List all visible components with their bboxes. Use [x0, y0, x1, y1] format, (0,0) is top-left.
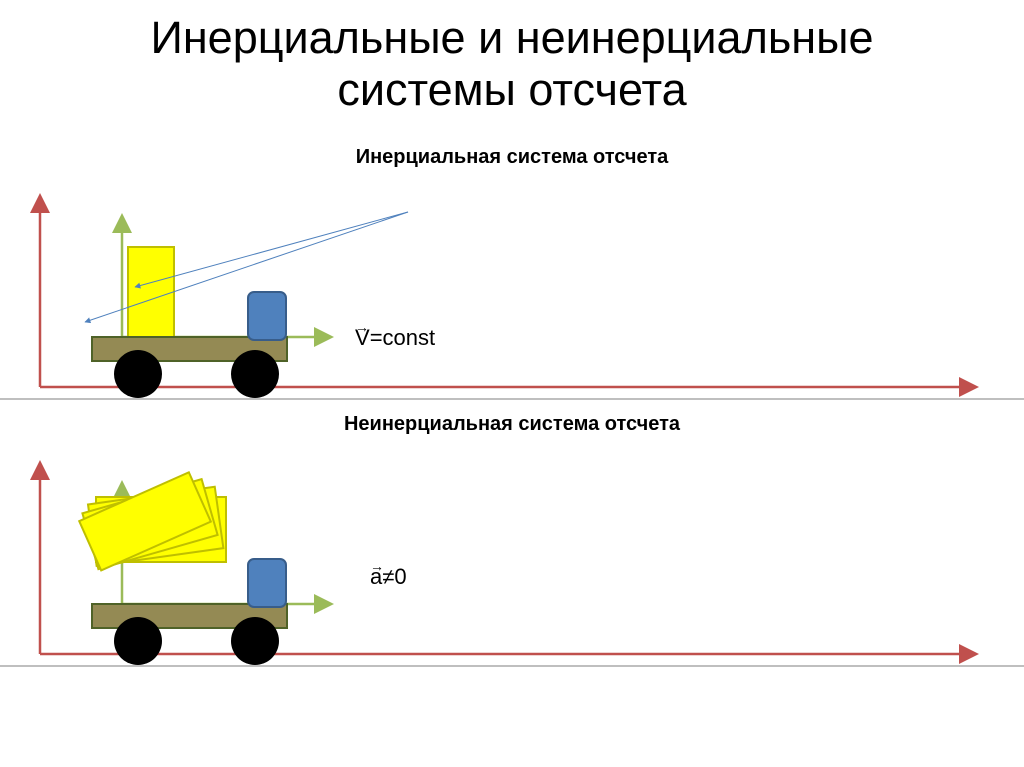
vector-arrow-icon: →	[370, 558, 384, 574]
page-title: Инерциальные и неинерциальные системы от…	[0, 0, 1024, 116]
title-line1: Инерциальные и неинерциальные	[150, 12, 873, 63]
bottom-subtitle: Неинерциальная система отсчета	[0, 413, 1024, 436]
formula-rest: =const	[370, 325, 435, 350]
formula-top: → V =const	[355, 325, 435, 351]
formula-rest: ≠0	[382, 564, 406, 589]
bottom-diagram: → a ≠0	[0, 444, 1024, 674]
formula-bottom: → a ≠0	[370, 564, 407, 590]
top-diagram: → V =const	[0, 177, 1024, 407]
vector-arrow-icon: →	[355, 319, 369, 335]
top-subtitle: Инерциальная система отсчета	[0, 146, 1024, 169]
title-line2: системы отсчета	[337, 64, 686, 115]
